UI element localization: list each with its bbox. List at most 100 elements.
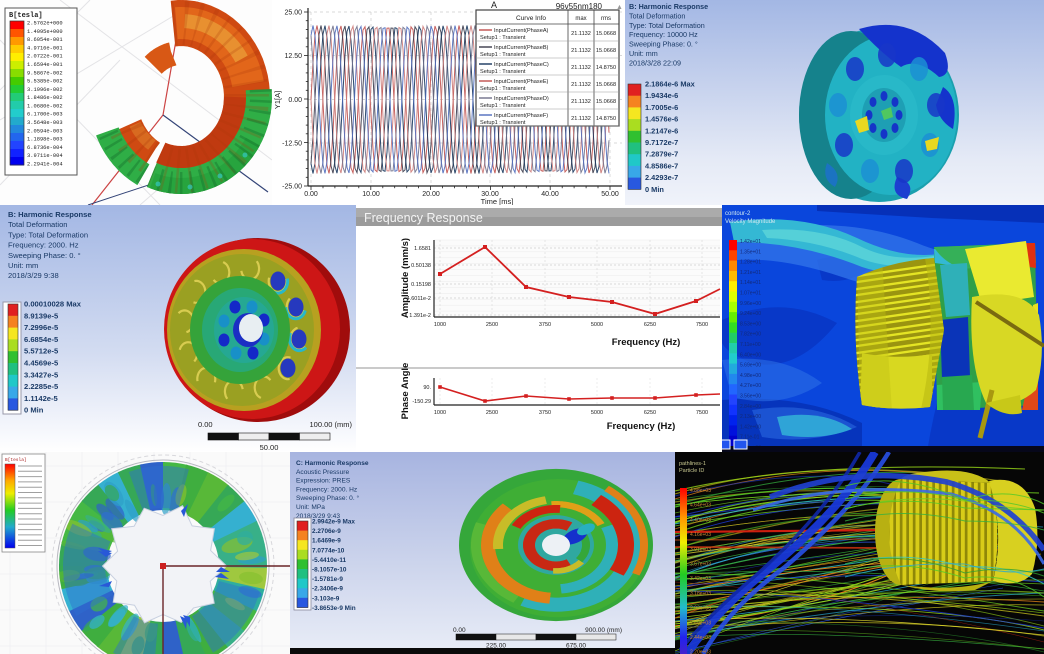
- svg-text:6.1700e-003: 6.1700e-003: [27, 112, 63, 118]
- svg-text:B: Harmonic Response: B: Harmonic Response: [629, 2, 708, 11]
- svg-text:50.00: 50.00: [260, 443, 279, 452]
- svg-text:Unit: mm: Unit: mm: [8, 261, 38, 270]
- svg-text:3.67e+03: 3.67e+03: [690, 562, 711, 568]
- svg-text:Total Deformation: Total Deformation: [629, 11, 685, 20]
- svg-text:0.00: 0.00: [304, 191, 318, 198]
- svg-text:1.1142e-5: 1.1142e-5: [24, 394, 59, 403]
- svg-text:2.4293e-7: 2.4293e-7: [645, 173, 678, 182]
- svg-text:21.1132: 21.1132: [571, 65, 591, 71]
- svg-text:7500: 7500: [696, 322, 708, 328]
- svg-text:225.00: 225.00: [486, 643, 506, 650]
- svg-text:Frequency (Hz): Frequency (Hz): [612, 337, 681, 348]
- svg-text:14.8750: 14.8750: [596, 65, 616, 71]
- svg-text:8.53e+00: 8.53e+00: [740, 321, 761, 327]
- svg-text:3.91e+03: 3.91e+03: [690, 547, 711, 553]
- svg-text:1.14e+01: 1.14e+01: [740, 280, 761, 286]
- svg-text:4.27e+00: 4.27e+00: [740, 383, 761, 389]
- svg-text:Setup1 : Transient: Setup1 : Transient: [480, 35, 526, 41]
- svg-text:21.1132: 21.1132: [571, 99, 591, 105]
- svg-text:15.0668: 15.0668: [596, 48, 616, 54]
- svg-text:15.0668: 15.0668: [596, 82, 616, 88]
- svg-text:6250: 6250: [644, 322, 656, 328]
- svg-text:1.21e+01: 1.21e+01: [740, 270, 761, 276]
- svg-text:1.6469e-9: 1.6469e-9: [312, 538, 341, 545]
- svg-text:21.1132: 21.1132: [571, 82, 591, 88]
- svg-text:Unit: MPa: Unit: MPa: [296, 504, 325, 511]
- svg-text:-1.5781e-9: -1.5781e-9: [312, 576, 343, 583]
- svg-text:InputCurrent(PhaseD): InputCurrent(PhaseD): [494, 96, 549, 102]
- svg-text:2.44e+03: 2.44e+03: [690, 635, 711, 641]
- svg-text:Sweeping Phase: 0. °: Sweeping Phase: 0. °: [629, 40, 698, 49]
- svg-text:7500: 7500: [696, 410, 708, 416]
- svg-text:2018/3/29 9:38: 2018/3/29 9:38: [8, 271, 59, 280]
- svg-text:InputCurrent(PhaseB): InputCurrent(PhaseB): [494, 45, 549, 51]
- svg-text:Frequency Response: Frequency Response: [364, 211, 483, 225]
- svg-text:▲: ▲: [616, 4, 623, 11]
- svg-text:-12.50: -12.50: [282, 141, 302, 148]
- svg-text:1.391e-2: 1.391e-2: [409, 313, 431, 319]
- svg-text:1.42e+01: 1.42e+01: [740, 239, 761, 245]
- svg-text:7.11e-01: 7.11e-01: [740, 435, 760, 441]
- svg-text:0.00: 0.00: [453, 627, 466, 634]
- svg-text:90.: 90.: [423, 385, 431, 391]
- svg-text:2.2941e-004: 2.2941e-004: [27, 162, 63, 168]
- svg-text:675.00: 675.00: [566, 643, 586, 650]
- svg-text:Expression: PRES: Expression: PRES: [296, 478, 351, 485]
- svg-text:21.1132: 21.1132: [571, 48, 591, 54]
- svg-text:0.50138: 0.50138: [411, 263, 431, 269]
- svg-text:Time [ms]: Time [ms]: [481, 197, 514, 205]
- svg-text:7.2879e-7: 7.2879e-7: [645, 150, 678, 159]
- svg-text:8.9139e-5: 8.9139e-5: [24, 311, 59, 320]
- svg-text:Setup1 : Transient: Setup1 : Transient: [480, 69, 526, 75]
- svg-text:21.1132: 21.1132: [571, 31, 591, 37]
- svg-text:7.11e+00: 7.11e+00: [740, 342, 761, 348]
- svg-text:B: Harmonic Response: B: Harmonic Response: [8, 210, 92, 219]
- svg-text:1.42e+00: 1.42e+00: [740, 424, 761, 430]
- svg-text:5000: 5000: [591, 410, 603, 416]
- svg-text:25.00: 25.00: [284, 10, 302, 17]
- svg-text:2.5762e+000: 2.5762e+000: [27, 21, 63, 27]
- svg-text:2.1864e-6 Max: 2.1864e-6 Max: [645, 80, 696, 89]
- svg-text:1.7005e-6: 1.7005e-6: [645, 103, 678, 112]
- svg-text:B[tesla]: B[tesla]: [5, 457, 27, 463]
- svg-text:6250: 6250: [644, 410, 656, 416]
- svg-text:-5.4410e-11: -5.4410e-11: [312, 557, 347, 564]
- svg-text:1000: 1000: [434, 322, 446, 328]
- svg-text:6.40e+00: 6.40e+00: [740, 352, 761, 358]
- svg-text:Setup1 : Transient: Setup1 : Transient: [480, 120, 526, 126]
- svg-text:6.8736e-004: 6.8736e-004: [27, 145, 63, 151]
- svg-text:Unit: mm: Unit: mm: [629, 49, 658, 58]
- svg-text:9.96e+00: 9.96e+00: [740, 301, 761, 307]
- svg-text:-25.00: -25.00: [282, 184, 302, 191]
- svg-text:Frequency: 2000. Hz: Frequency: 2000. Hz: [296, 486, 357, 493]
- svg-text:4.40e+03: 4.40e+03: [690, 517, 711, 523]
- svg-text:contour-2: contour-2: [725, 211, 751, 217]
- svg-text:InputCurrent(PhaseF): InputCurrent(PhaseF): [494, 113, 548, 119]
- svg-text:2.2285e-5: 2.2285e-5: [24, 382, 59, 391]
- svg-text:Type: Total Deformation: Type: Total Deformation: [629, 21, 705, 30]
- svg-text:12.50: 12.50: [284, 53, 302, 60]
- svg-text:Frequency (Hz): Frequency (Hz): [607, 421, 676, 432]
- svg-text:30.00: 30.00: [481, 191, 499, 198]
- svg-text:2.93e+03: 2.93e+03: [690, 606, 711, 612]
- svg-text:2500: 2500: [486, 322, 498, 328]
- svg-text:Curve Info: Curve Info: [516, 15, 546, 22]
- svg-text:4.4569e-5: 4.4569e-5: [24, 359, 59, 368]
- svg-text:2.84e+00: 2.84e+00: [740, 404, 761, 410]
- svg-text:14.8750: 14.8750: [596, 116, 616, 122]
- svg-text:3.5648e-003: 3.5648e-003: [27, 120, 63, 126]
- svg-text:20.00: 20.00: [422, 191, 440, 198]
- svg-text:4.8586e-7: 4.8586e-7: [645, 161, 678, 170]
- svg-text:2.69e+03: 2.69e+03: [690, 620, 711, 626]
- svg-text:9.7172e-7: 9.7172e-7: [645, 138, 678, 147]
- svg-text:4.16e+03: 4.16e+03: [690, 532, 711, 538]
- svg-text:InputCurrent(PhaseE): InputCurrent(PhaseE): [494, 79, 549, 85]
- svg-text:5000: 5000: [591, 322, 603, 328]
- svg-text:0 Min: 0 Min: [24, 406, 44, 415]
- svg-text:9.5867e-002: 9.5867e-002: [27, 70, 63, 76]
- svg-text:1.6594e-001: 1.6594e-001: [27, 62, 63, 68]
- svg-text:B[tesla]: B[tesla]: [9, 12, 43, 20]
- svg-text:Velocity Magnitude: Velocity Magnitude: [725, 219, 776, 225]
- svg-text:50.00: 50.00: [601, 191, 619, 198]
- svg-text:40.00: 40.00: [541, 191, 559, 198]
